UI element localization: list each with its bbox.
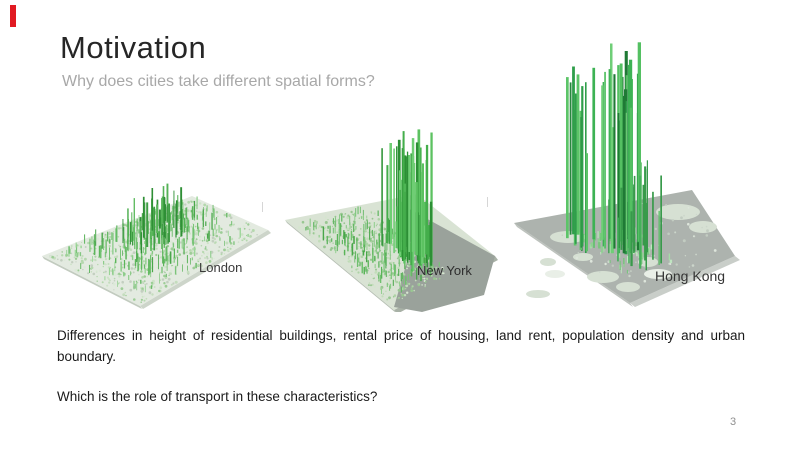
- body-paragraph-1: Differences in height of residential bui…: [57, 328, 745, 364]
- figure-label-new-york: New York: [417, 263, 472, 278]
- accent-bar: [10, 5, 16, 27]
- new-york-3d-heightmap: [285, 129, 498, 312]
- scale-tick-artifact-1: [262, 202, 263, 212]
- slide-subtitle: Why does cities take different spatial f…: [62, 73, 375, 90]
- figure-hong-kong: Hong Kong: [508, 22, 795, 314]
- figure-label-london: London: [199, 260, 243, 275]
- body-paragraph-2: Which is the role of transport in these …: [57, 389, 378, 404]
- hong-kong-3d-heightmap: [514, 42, 740, 307]
- figure-new-york: New York: [282, 120, 508, 312]
- page-number: 3: [730, 416, 737, 428]
- figure-london: London: [30, 180, 286, 314]
- figure-label-hong-kong: Hong Kong: [655, 268, 726, 284]
- london-3d-heightmap: [42, 183, 271, 309]
- slide-title: Motivation: [60, 30, 207, 65]
- scale-tick-artifact-2: [487, 197, 488, 207]
